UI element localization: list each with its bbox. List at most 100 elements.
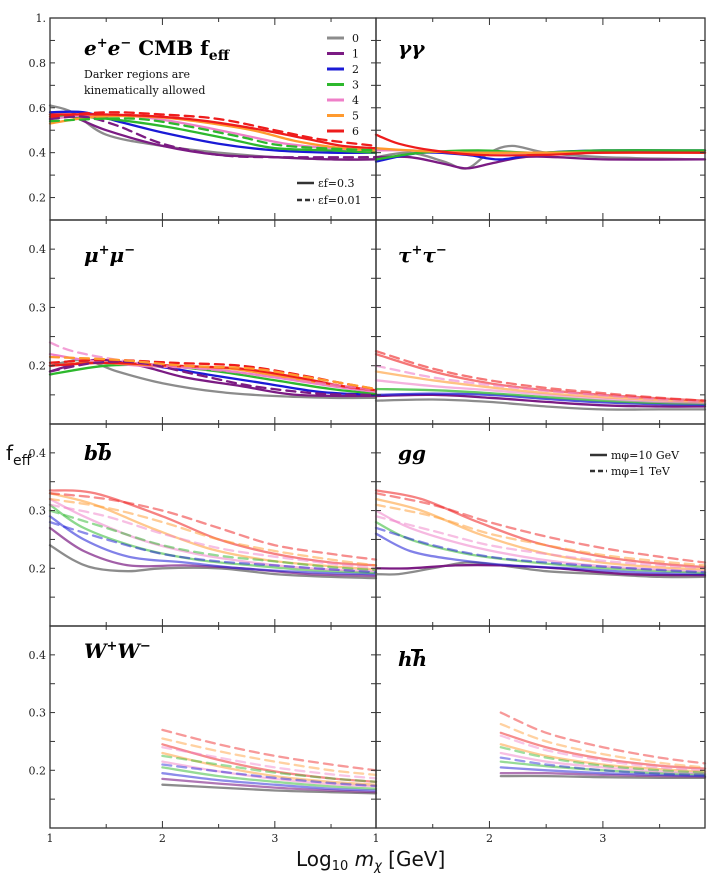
legend-mphi-solid-label: mφ=10 GeV (611, 449, 680, 462)
note-line-2: kinematically allowed (84, 84, 205, 97)
ytick-label-ww: 0.2 (29, 764, 47, 777)
series-hh-ell4-solid-4 (499, 751, 707, 775)
series-hh-ell0-solid-0 (499, 774, 707, 779)
panel-title-ee: e+e− CMB feff (84, 36, 231, 64)
panel-frame-gg_photon (375, 17, 706, 221)
series-ww-ell2-solid-2 (161, 772, 378, 792)
series-tautau-ell6-dashed-8 (374, 349, 707, 402)
legend-style-mid: mφ=10 GeV mφ=1 TeV (590, 449, 680, 478)
annotations: e+e− CMB feff Darker regions are kinemat… (6, 32, 680, 874)
series-ww-ell3-dashed-10 (161, 754, 378, 783)
series-ww-ell4-dashed-9 (161, 746, 378, 780)
panel-title-ww: W+W− (84, 639, 151, 663)
panel-title-photon: γγ (398, 36, 425, 60)
series-gg-ell2-dashed-10 (374, 526, 707, 574)
panel-title-mumu: μ+μ− (84, 243, 135, 267)
panel-gg_photon (374, 17, 707, 221)
series-ww-ell5-solid-5 (161, 751, 378, 786)
series-ww-ell4-solid-4 (161, 760, 378, 788)
series-hh-ell5-dashed-8 (499, 722, 707, 769)
note-line-1: Darker regions are (84, 68, 190, 81)
series-tautau-ell4-solid-4 (374, 379, 707, 405)
series-tautau-ell0-solid-0 (374, 398, 707, 411)
series-hh-ell2-solid-2 (499, 766, 707, 778)
xtick-label-ww: 2 (159, 832, 166, 845)
series-ww-ell5-dashed-8 (161, 737, 378, 777)
series-hh-ell6-solid-6 (499, 731, 707, 770)
series-bb-ell1-solid-1 (48, 526, 378, 577)
ytick-label-ee: 0.2 (29, 192, 47, 205)
series-ww-ell1-solid-1 (161, 777, 378, 794)
series-bb-ell4-dashed-9 (48, 503, 378, 570)
series-gg-ell4-solid-4 (374, 509, 707, 573)
series-hh-ell4-dashed-9 (499, 734, 707, 772)
series-hh-ell5-solid-5 (499, 743, 707, 773)
panel-mumu: 0.2 0.3 0.4 (29, 219, 378, 425)
ytick-label-mumu: 0.4 (29, 243, 47, 256)
series-bb-ell5-dashed-8 (48, 497, 378, 567)
series-hh-ell3-solid-3 (499, 760, 707, 776)
legend-ell-label-6: 6 (352, 125, 359, 138)
series-gg-ell5-solid-5 (374, 497, 707, 571)
xtick-label-ww: 1 (47, 832, 54, 845)
series-ee-ell5-solid-5 (48, 114, 378, 152)
ytick-label-ww: 0.3 (29, 707, 47, 720)
series-bb-ell0-solid-0 (48, 544, 378, 580)
series-tautau-ell2-solid-2 (374, 392, 707, 406)
panel-grid: 0.20.40.60.81.0.20.30.40.20.30.40.20.30.… (29, 12, 707, 845)
series-ww-ell2-dashed-11 (161, 763, 378, 788)
legend-ell-label-4: 4 (352, 94, 359, 107)
series-gg-ell6-solid-6 (374, 489, 707, 569)
panel-frame-hh (375, 625, 706, 829)
ytick-label-bb: 0.3 (29, 505, 47, 518)
panel-gg (374, 423, 707, 627)
xtick-label-hh: 3 (599, 832, 606, 845)
series-ww-ell0-solid-0 (161, 783, 378, 795)
ytick-label-bb: 0.4 (29, 447, 47, 460)
legend-ell-label-3: 3 (352, 79, 359, 92)
series-bb-ell2-dashed-11 (48, 520, 378, 574)
legend-ell-label-5: 5 (352, 110, 359, 123)
series-ww-ell6-dashed-7 (161, 728, 378, 772)
series-bb-ell3-dashed-10 (48, 509, 378, 572)
series-gg_photon-ell1-solid-1 (374, 155, 707, 170)
ytick-label-mumu: 0.3 (29, 301, 47, 314)
ytick-label-ww: 0.4 (29, 649, 47, 662)
series-ee-ell6-solid-6 (48, 113, 378, 150)
xtick-label-hh: 1 (373, 832, 380, 845)
series-ee-ell6-dashed-9 (48, 111, 378, 148)
legend-ell-label-2: 2 (352, 63, 359, 76)
series-gg-ell2-solid-2 (374, 532, 707, 576)
panel-bb: 0.2 0.3 0.4 (29, 423, 378, 627)
y-axis-label: feff (6, 441, 32, 469)
series-gg-ell5-dashed-8 (374, 503, 707, 567)
series-hh-ell3-dashed-10 (499, 746, 707, 774)
legend-solid-label: εf=0.3 (318, 177, 354, 190)
ytick-label-ee: 0.8 (29, 57, 47, 70)
legend-dashed-label: εf=0.01 (318, 194, 361, 207)
series-mumu-ell1-dashed-8 (48, 360, 378, 397)
ytick-label-ee: 0.6 (29, 102, 47, 115)
series-bb-ell6-dashed-7 (48, 492, 378, 561)
x-axis-label: Log10 mχ [GeV] (296, 847, 445, 874)
series-gg-ell4-dashed-9 (374, 515, 707, 570)
ytick-label-ee: 1. (36, 12, 47, 25)
legend-mphi-dashed-label: mφ=1 TeV (611, 465, 671, 478)
series-bb-ell2-solid-2 (48, 515, 378, 576)
series-gg-ell6-dashed-7 (374, 492, 707, 564)
series-mumu-ell4-dashed-7 (48, 341, 378, 392)
ytick-label-bb: 0.2 (29, 562, 47, 575)
legend-style-top: εf=0.3 εf=0.01 (297, 177, 361, 207)
series-ee-ell1-dashed-7 (48, 115, 378, 159)
panel-ww: 0.2 0.3 0.4 1 2 3 (29, 625, 378, 845)
legend-ell-label-1: 1 (352, 48, 359, 61)
series-tautau-ell1-solid-1 (374, 393, 707, 408)
series-gg_photon-ell6-solid-6 (374, 133, 707, 157)
series-mumu-ell5-dashed-10 (48, 355, 378, 391)
panel-hh: 1 2 3 (373, 625, 707, 845)
ytick-label-ee: 0.4 (29, 147, 47, 160)
ytick-label-mumu: 0.2 (29, 360, 47, 373)
legend-ell-label-0: 0 (352, 32, 359, 45)
xtick-label-ww: 3 (271, 832, 278, 845)
